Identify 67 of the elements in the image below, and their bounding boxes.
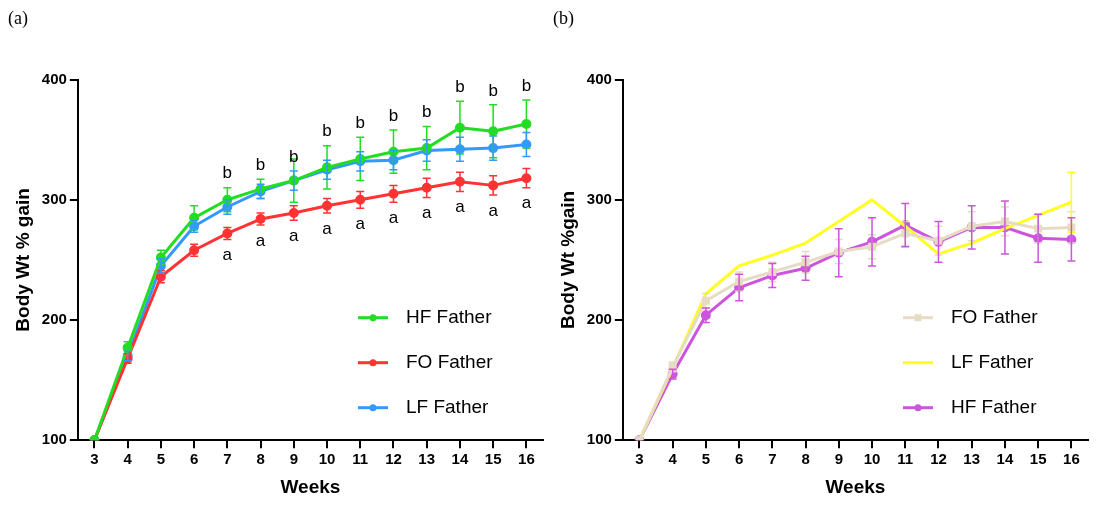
annotation: a (289, 225, 300, 245)
annotation: a (355, 213, 366, 233)
x-tick-label: 4 (123, 450, 133, 468)
chart-title: (a) (8, 7, 28, 29)
y-tick-label: 100 (586, 430, 612, 448)
x-tick-label: 8 (256, 450, 265, 468)
x-tick-label: 7 (768, 450, 777, 468)
y-tick-label: 200 (586, 310, 612, 328)
annotation: b (388, 105, 399, 125)
legend-label: HF Father (951, 395, 1038, 417)
x-tick-label: 5 (701, 450, 711, 468)
x-tick-label: 16 (1063, 450, 1080, 468)
x-axis-title: Weeks (825, 475, 886, 497)
x-tick-label: 14 (996, 450, 1014, 468)
annotation: b (455, 76, 465, 96)
x-tick-label: 3 (90, 450, 99, 468)
annotation: a (322, 218, 333, 238)
annotation: a (455, 197, 466, 217)
x-tick-label: 3 (635, 450, 644, 468)
annotation: b (322, 121, 332, 141)
x-tick-label: 12 (385, 450, 402, 468)
y-tick-label: 300 (586, 189, 612, 207)
annotation: a (222, 245, 233, 265)
x-tick-label: 6 (734, 450, 744, 468)
x-tick-label: 8 (801, 450, 810, 468)
x-tick-label: 14 (451, 450, 469, 468)
x-tick-label: 12 (930, 450, 947, 468)
y-tick-label: 400 (586, 69, 612, 87)
y-axis-title: Body Wt %gain (556, 190, 578, 330)
annotation: b (255, 155, 266, 175)
annotation: b (355, 112, 365, 132)
annotation: a (488, 200, 499, 220)
y-tick-label: 300 (41, 189, 67, 207)
legend-label: LF Father (406, 395, 490, 417)
legend-label: FO Father (951, 305, 1039, 327)
annotation: b (421, 102, 432, 122)
y-tick-label: 200 (41, 310, 67, 328)
legend-label: LF Father (951, 350, 1035, 372)
legend-label: FO Father (406, 350, 494, 372)
annotation: b (521, 75, 532, 95)
x-tick-label: 10 (863, 450, 881, 468)
x-tick-label: 11 (352, 450, 369, 468)
y-tick-label: 400 (41, 69, 67, 87)
x-axis-title: Weeks (280, 475, 341, 497)
x-tick-label: 15 (484, 450, 502, 468)
annotation: a (421, 203, 432, 223)
chart-title: (b) (553, 7, 574, 29)
annotation: a (255, 230, 266, 250)
x-tick-label: 6 (189, 450, 199, 468)
x-tick-label: 4 (668, 450, 678, 468)
x-tick-label: 9 (289, 450, 298, 468)
x-tick-label: 13 (963, 450, 981, 468)
x-tick-label: 16 (518, 450, 535, 468)
x-tick-label: 10 (318, 450, 336, 468)
annotation: a (521, 193, 532, 213)
annotation: b (222, 163, 233, 183)
x-tick-label: 15 (1029, 450, 1047, 468)
x-tick-label: 11 (897, 450, 914, 468)
y-tick-label: 100 (41, 430, 67, 448)
x-tick-label: 9 (834, 450, 843, 468)
annotation: b (488, 80, 498, 100)
annotation: a (388, 207, 399, 227)
x-tick-label: 5 (156, 450, 166, 468)
y-axis-title: Body Wt % gain (11, 188, 33, 332)
x-tick-label: 13 (418, 450, 436, 468)
x-tick-label: 7 (223, 450, 232, 468)
legend-label: HF Father (406, 305, 493, 327)
